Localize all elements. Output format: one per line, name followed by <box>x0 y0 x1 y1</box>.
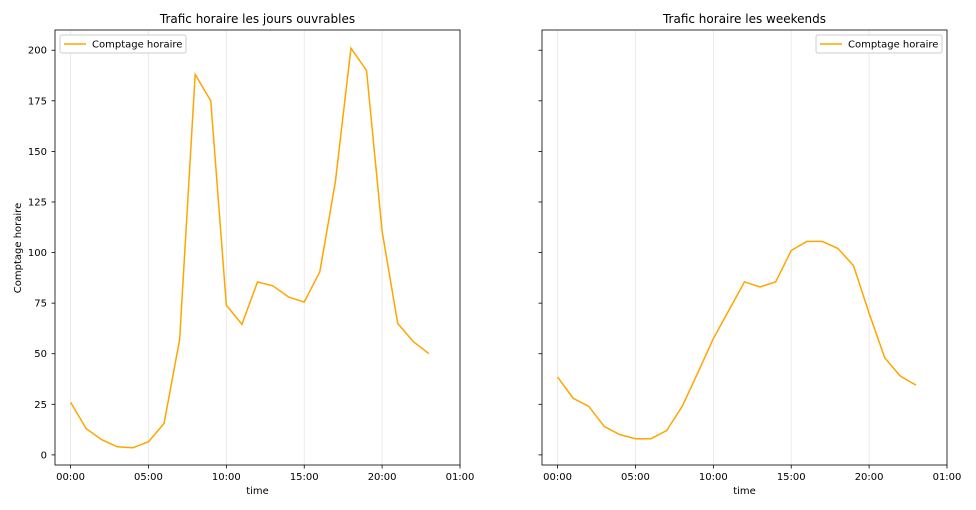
x-axis-label: time <box>733 486 756 497</box>
legend: Comptage horaire <box>59 34 187 54</box>
x-axis: 00:00 05:00 10:00 15:00 20:00 01:00 <box>56 465 474 483</box>
y-tick-label: 75 <box>34 299 47 310</box>
chart-weekdays: Trafic horaire les jours ouvrables 00:00… <box>13 12 474 497</box>
plot-frame <box>541 29 948 466</box>
y-tick-label: 125 <box>28 197 47 208</box>
chart-weekends: Trafic horaire les weekends 00:00 05:00 10… <box>538 12 961 497</box>
x-axis: 00:00 05:00 10:00 15:00 20:00 01:00 <box>543 465 961 483</box>
legend-label: Comptage horaire <box>848 40 938 51</box>
grid <box>70 30 383 465</box>
chart-title: Trafic horaire les jours ouvrables <box>159 12 355 26</box>
x-tick-label: 05:00 <box>134 472 163 483</box>
legend-box <box>815 34 943 54</box>
y-tick-label: 150 <box>28 147 47 158</box>
y-tick-label: 200 <box>28 46 47 57</box>
x-tick-label: 15:00 <box>290 472 319 483</box>
y-tick-label: 25 <box>34 400 47 411</box>
chart-title: Trafic horaire les weekends <box>662 12 826 26</box>
x-axis-label: time <box>246 486 269 497</box>
y-axis-label: Comptage horaire <box>13 203 24 293</box>
x-tick-label: 20:00 <box>368 472 397 483</box>
legend-box <box>59 34 187 54</box>
y-tick-label: 100 <box>28 248 47 259</box>
x-tick-label: 20:00 <box>855 472 884 483</box>
plot-frame <box>54 29 461 466</box>
grid <box>557 30 870 465</box>
x-tick-label: 10:00 <box>212 472 241 483</box>
legend-label: Comptage horaire <box>92 40 182 51</box>
y-tick-label: 50 <box>34 349 47 360</box>
y-tick-label: 0 <box>41 450 47 461</box>
y-axis <box>538 49 542 456</box>
series-line <box>556 240 917 440</box>
x-tick-label: 10:00 <box>699 472 728 483</box>
x-tick-label: 01:00 <box>933 472 962 483</box>
x-tick-label: 01:00 <box>446 472 475 483</box>
x-tick-label: 05:00 <box>621 472 650 483</box>
x-tick-label: 00:00 <box>56 472 85 483</box>
y-axis: 0 25 50 75 100 125 150 175 200 <box>28 46 55 461</box>
series-line <box>69 46 430 449</box>
y-tick-label: 175 <box>28 96 47 107</box>
x-tick-label: 00:00 <box>543 472 572 483</box>
legend: Comptage horaire <box>815 34 943 54</box>
x-tick-label: 15:00 <box>777 472 806 483</box>
